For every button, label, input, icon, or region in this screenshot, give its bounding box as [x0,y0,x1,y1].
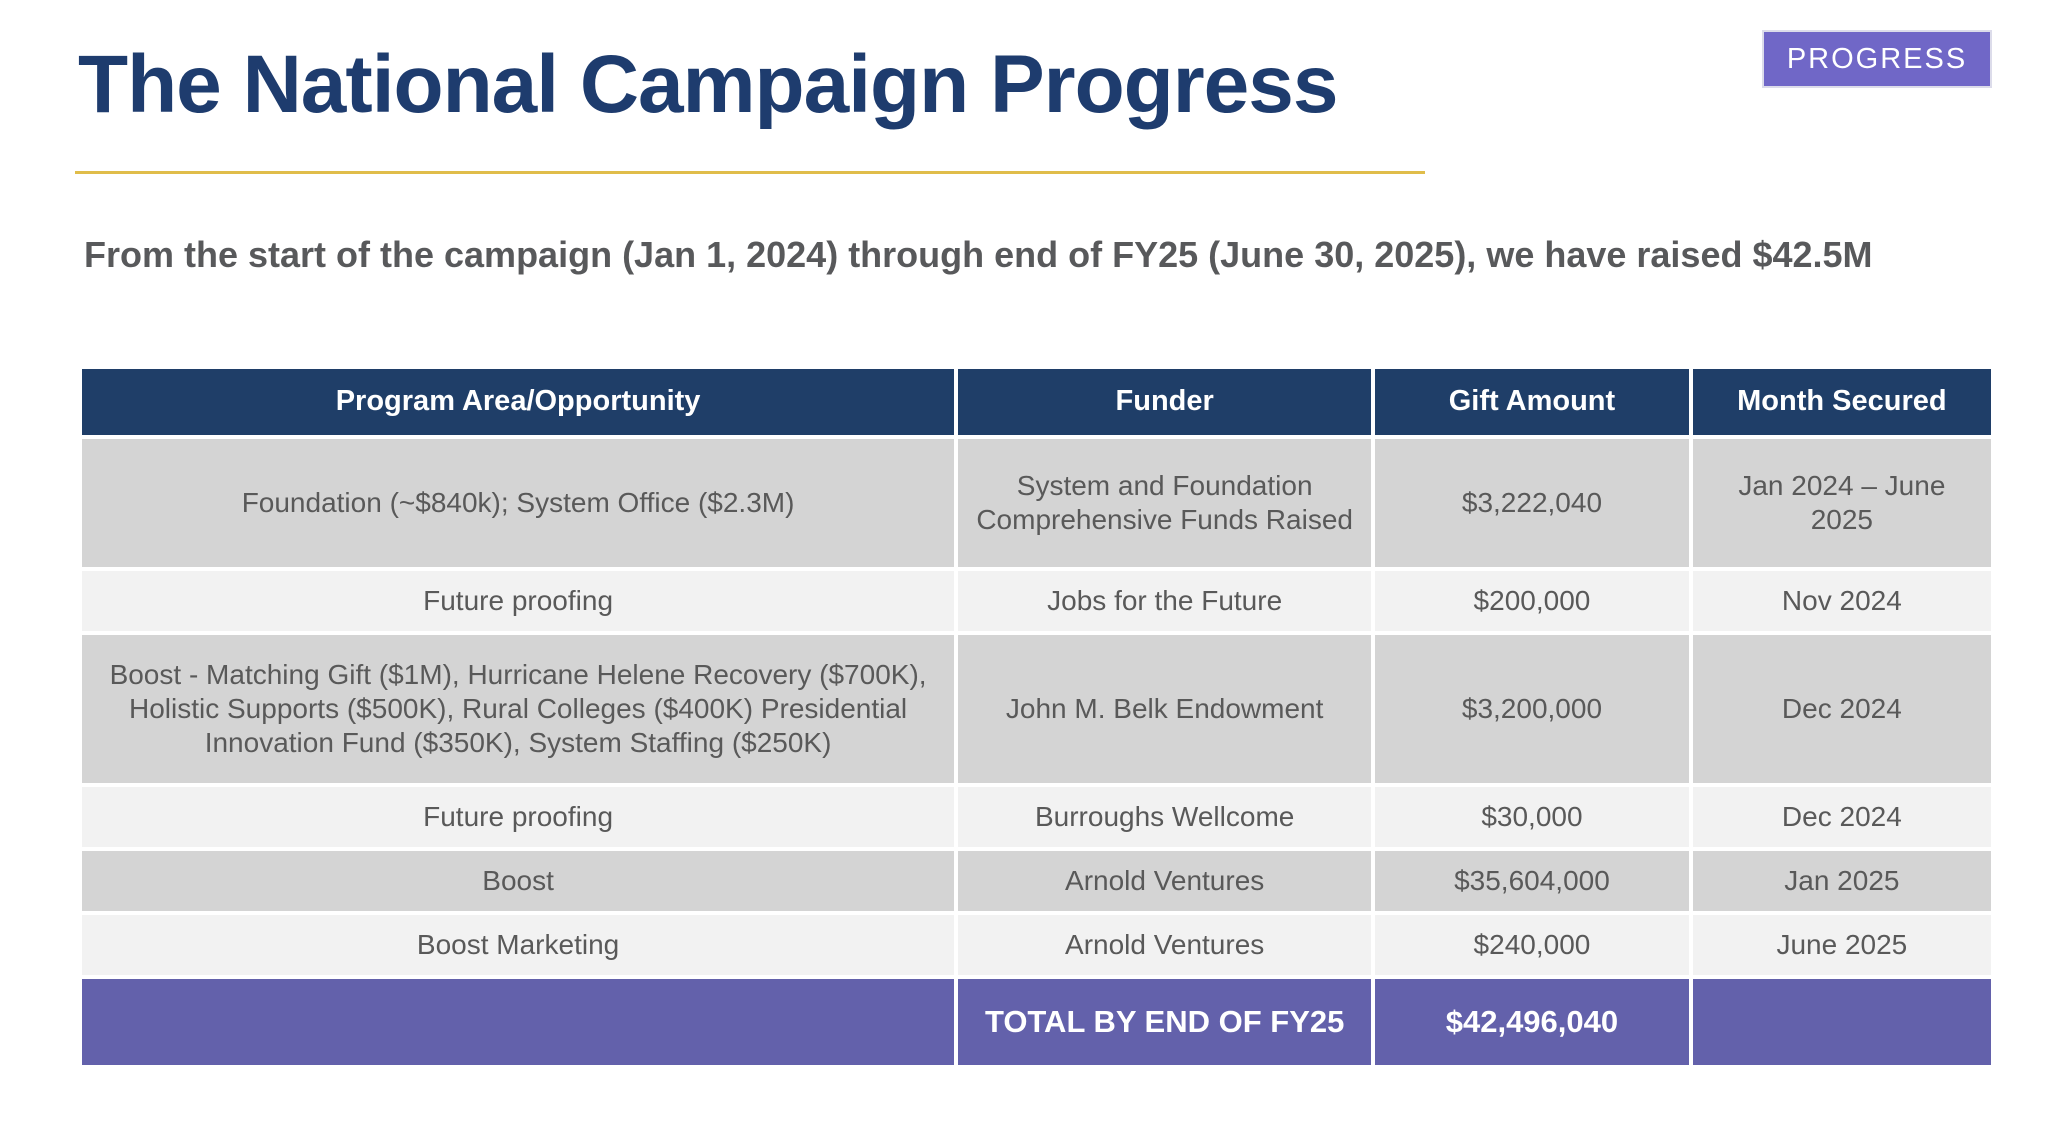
col-header-gift-amount: Gift Amount [1371,365,1693,439]
cell-amount: $3,200,000 [1371,631,1693,787]
col-header-funder: Funder [954,365,1376,439]
total-cell-month [1688,975,1996,1069]
cell-funder: Burroughs Wellcome [954,783,1376,851]
funding-table: Program Area/Opportunity Funder Gift Amo… [77,365,1996,1069]
cell-month: Dec 2024 [1688,631,1996,787]
cell-funder: Arnold Ventures [954,911,1376,979]
cell-program: Foundation (~$840k); System Office ($2.3… [77,435,959,571]
cell-program: Boost - Matching Gift ($1M), Hurricane H… [77,631,959,787]
table-header-row: Program Area/Opportunity Funder Gift Amo… [77,365,1996,439]
cell-month: June 2025 [1688,911,1996,979]
total-cell-program [77,975,959,1069]
cell-month: Nov 2024 [1688,567,1996,635]
table-row: Boost Marketing Arnold Ventures $240,000… [77,911,1996,979]
cell-month: Jan 2024 – June 2025 [1688,435,1996,571]
cell-funder: System and Foundation Comprehensive Fund… [954,435,1376,571]
cell-month: Dec 2024 [1688,783,1996,851]
total-cell-label: TOTAL BY END OF FY25 [954,975,1376,1069]
table-row: Foundation (~$840k); System Office ($2.3… [77,435,1996,571]
cell-program: Boost Marketing [77,911,959,979]
table-row: Boost Arnold Ventures $35,604,000 Jan 20… [77,847,1996,915]
table-row: Future proofing Burroughs Wellcome $30,0… [77,783,1996,851]
cell-funder: Arnold Ventures [954,847,1376,915]
title-underline [75,171,1425,174]
subtitle: From the start of the campaign (Jan 1, 2… [84,234,1873,275]
cell-program: Boost [77,847,959,915]
cell-funder: Jobs for the Future [954,567,1376,635]
cell-amount: $30,000 [1371,783,1693,851]
cell-amount: $200,000 [1371,567,1693,635]
col-header-program: Program Area/Opportunity [77,365,959,439]
progress-badge: PROGRESS [1762,30,1992,88]
total-cell-amount: $42,496,040 [1371,975,1693,1069]
table-row: Boost - Matching Gift ($1M), Hurricane H… [77,631,1996,787]
page-title: The National Campaign Progress [78,39,1339,130]
cell-month: Jan 2025 [1688,847,1996,915]
cell-amount: $35,604,000 [1371,847,1693,915]
cell-program: Future proofing [77,783,959,851]
table-row: Future proofing Jobs for the Future $200… [77,567,1996,635]
cell-program: Future proofing [77,567,959,635]
cell-funder: John M. Belk Endowment [954,631,1376,787]
col-header-month-secured: Month Secured [1688,365,1996,439]
table-total-row: TOTAL BY END OF FY25 $42,496,040 [77,975,1996,1069]
cell-amount: $3,222,040 [1371,435,1693,571]
cell-amount: $240,000 [1371,911,1693,979]
